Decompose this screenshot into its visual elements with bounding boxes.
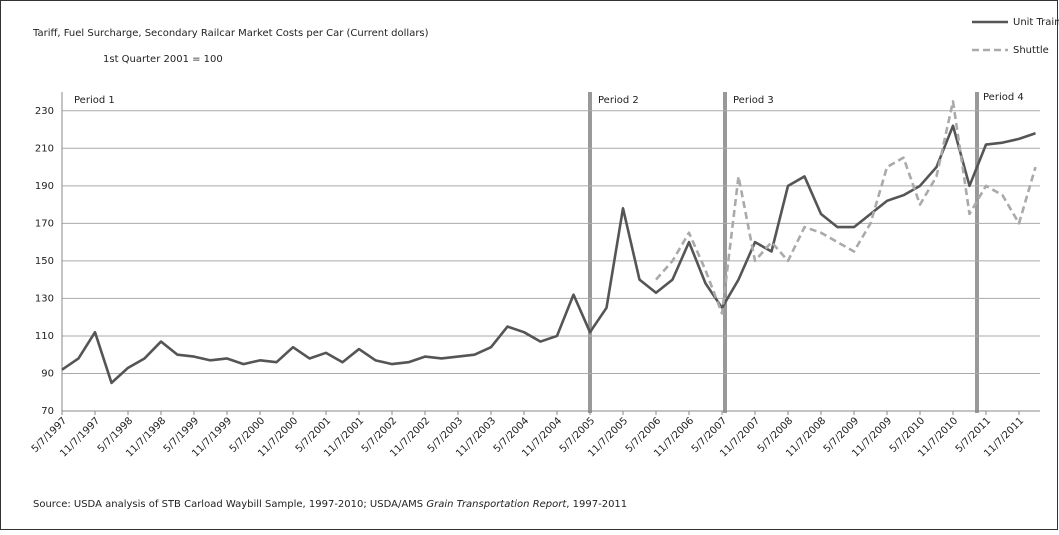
legend-label: Unit Train — [1013, 17, 1059, 28]
y-tick-label: 110 — [35, 331, 54, 342]
y-tick-label: 190 — [35, 181, 54, 192]
y-tick-label: 170 — [35, 218, 54, 229]
legend-label: Shuttle — [1013, 45, 1049, 56]
y-tick-label: 230 — [35, 106, 54, 117]
period-label: Period 4 — [983, 92, 1024, 103]
y-tick-label: 150 — [35, 256, 54, 267]
source: Source: USDA analysis of STB Carload Way… — [33, 499, 627, 510]
y-tick-label: 70 — [41, 406, 54, 417]
period-label: Period 1 — [74, 95, 115, 106]
period-label: Period 2 — [598, 95, 639, 106]
source-text: , 1997-2011 — [566, 499, 627, 510]
y-tick-label: 210 — [35, 143, 54, 154]
source-title: Grain Transportation Report — [426, 499, 567, 510]
source-text: Source: USDA analysis of STB Carload Way… — [33, 499, 426, 510]
chart-subtitle: 1st Quarter 2001 = 100 — [103, 54, 223, 65]
period-label: Period 3 — [733, 95, 774, 106]
series-line — [655, 100, 1037, 315]
y-tick-label: 130 — [35, 293, 54, 304]
chart-title: Tariff, Fuel Surcharge, Secondary Railca… — [32, 28, 429, 39]
y-tick-label: 90 — [41, 368, 54, 379]
